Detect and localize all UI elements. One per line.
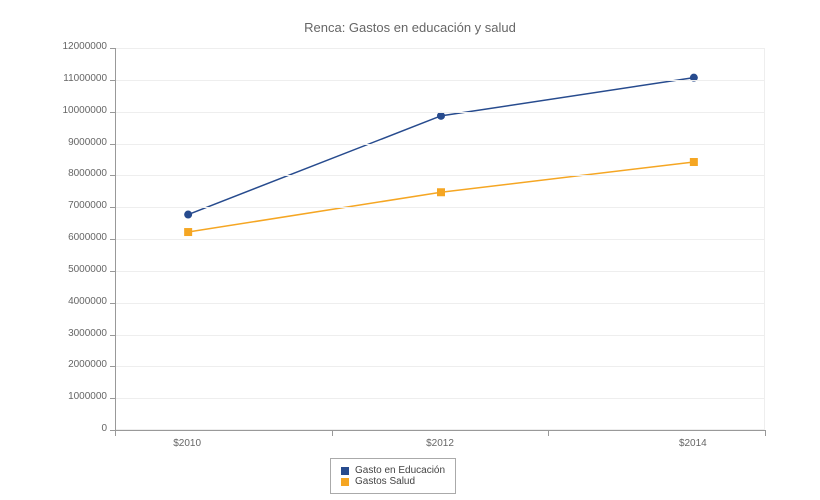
y-tick-label: 11000000	[0, 73, 107, 84]
grid-line	[115, 80, 765, 81]
x-tick-label: $2010	[147, 438, 227, 449]
plot-svg	[116, 49, 766, 431]
series-marker	[184, 211, 192, 219]
legend-label: Gastos Salud	[355, 476, 415, 487]
grid-line	[115, 207, 765, 208]
legend-swatch	[341, 478, 349, 486]
y-tick-label: 0	[0, 423, 107, 434]
y-axis-line	[115, 48, 116, 430]
grid-line	[115, 366, 765, 367]
x-tick-mark	[765, 430, 766, 436]
grid-line	[115, 335, 765, 336]
y-tick-label: 1000000	[0, 391, 107, 402]
y-tick-label: 9000000	[0, 137, 107, 148]
legend: Gasto en EducaciónGastos Salud	[330, 458, 456, 494]
y-tick-label: 4000000	[0, 296, 107, 307]
x-tick-label: $2012	[400, 438, 480, 449]
grid-line	[115, 48, 765, 49]
y-tick-label: 12000000	[0, 41, 107, 52]
series-marker	[437, 188, 445, 196]
y-tick-label: 2000000	[0, 359, 107, 370]
grid-line	[115, 271, 765, 272]
series-marker	[690, 158, 698, 166]
x-axis-line	[115, 430, 765, 431]
grid-line	[115, 144, 765, 145]
legend-item: Gasto en Educación	[341, 465, 445, 476]
legend-swatch	[341, 467, 349, 475]
y-tick-label: 5000000	[0, 264, 107, 275]
y-tick-label: 7000000	[0, 200, 107, 211]
chart-title: Renca: Gastos en educación y salud	[0, 20, 820, 35]
grid-line	[115, 239, 765, 240]
legend-item: Gastos Salud	[341, 476, 445, 487]
x-tick-mark	[115, 430, 116, 436]
grid-line	[115, 303, 765, 304]
y-tick-label: 6000000	[0, 232, 107, 243]
x-tick-mark	[332, 430, 333, 436]
legend-label: Gasto en Educación	[355, 465, 445, 476]
y-tick-label: 10000000	[0, 105, 107, 116]
series-marker	[437, 112, 445, 120]
series-line	[188, 162, 694, 232]
y-tick-label: 3000000	[0, 328, 107, 339]
y-tick-label: 8000000	[0, 168, 107, 179]
grid-line	[115, 112, 765, 113]
chart-container: Renca: Gastos en educación y salud 0 1000…	[0, 0, 820, 500]
series-marker	[184, 228, 192, 236]
x-tick-mark	[548, 430, 549, 436]
grid-line	[115, 398, 765, 399]
grid-line	[115, 175, 765, 176]
x-tick-label: $2014	[653, 438, 733, 449]
